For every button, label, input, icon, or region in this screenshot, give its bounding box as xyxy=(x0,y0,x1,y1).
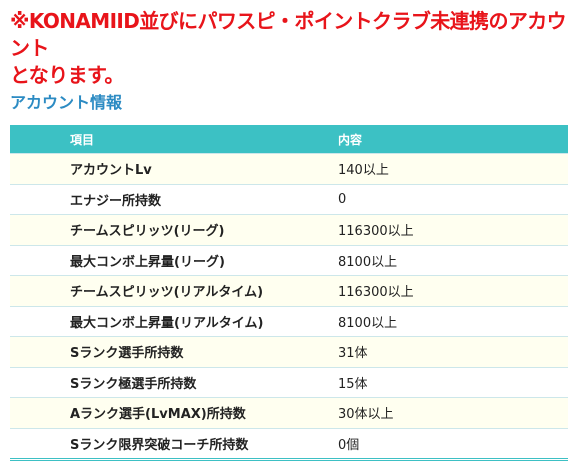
table-row: Aランク選手(LvMAX)所持数 30体以上 xyxy=(10,397,568,428)
table-header: 項目 内容 xyxy=(10,125,568,153)
notice-line-2: となります。 xyxy=(10,63,124,87)
table-row: Sランク限界突破コーチ所持数 0個 xyxy=(10,427,568,458)
notice-line-1: ※KONAMIID並びにパワスピ・ポイントクラブ未連携のアカウント xyxy=(10,9,567,60)
row-item: Aランク選手(LvMAX)所持数 xyxy=(70,407,246,423)
table-row: 最大コンボ上昇量(リアルタイム) 8100以上 xyxy=(10,305,568,336)
row-item: チームスピリッツ(リーグ) xyxy=(70,224,225,240)
row-item: Sランク極選手所持数 xyxy=(70,376,197,392)
row-value: 8100以上 xyxy=(338,254,398,270)
section-title: アカウント情報 xyxy=(10,93,123,112)
row-value: 140以上 xyxy=(338,163,389,179)
row-item: 最大コンボ上昇量(リアルタイム) xyxy=(70,315,264,331)
table-row: Sランク選手所持数 31体 xyxy=(10,336,568,367)
account-info-table: 項目 内容 アカウントLv 140以上 エナジー所持数 0 チームスピリッツ(リ… xyxy=(10,125,568,461)
row-item: エナジー所持数 xyxy=(70,193,162,209)
row-value: 116300以上 xyxy=(338,285,414,301)
row-item: 最大コンボ上昇量(リーグ) xyxy=(70,254,225,270)
header-item: 項目 xyxy=(70,132,95,147)
table-row: エナジー所持数 0 xyxy=(10,183,568,214)
row-value: 0個 xyxy=(338,437,360,453)
row-value: 116300以上 xyxy=(338,224,414,240)
row-value: 31体 xyxy=(338,346,368,362)
row-value: 30体以上 xyxy=(338,407,394,423)
header-value: 内容 xyxy=(338,132,363,147)
row-item: Sランク限界突破コーチ所持数 xyxy=(70,437,249,453)
table-row: 最大コンボ上昇量(リーグ) 8100以上 xyxy=(10,244,568,275)
notice-text: ※KONAMIID並びにパワスピ・ポイントクラブ未連携のアカウント となります。 xyxy=(10,8,572,89)
table-row: チームスピリッツ(リーグ) 116300以上 xyxy=(10,214,568,245)
row-item: Sランク選手所持数 xyxy=(70,346,184,362)
row-value: 0 xyxy=(338,191,347,207)
table-row: アカウントLv 140以上 xyxy=(10,153,568,184)
row-item: アカウントLv xyxy=(70,163,152,179)
row-value: 8100以上 xyxy=(338,315,398,331)
row-item: チームスピリッツ(リアルタイム) xyxy=(70,285,264,301)
table-row: チームスピリッツ(リアルタイム) 116300以上 xyxy=(10,275,568,306)
row-value: 15体 xyxy=(338,376,368,392)
table-row: Sランク極選手所持数 15体 xyxy=(10,366,568,397)
